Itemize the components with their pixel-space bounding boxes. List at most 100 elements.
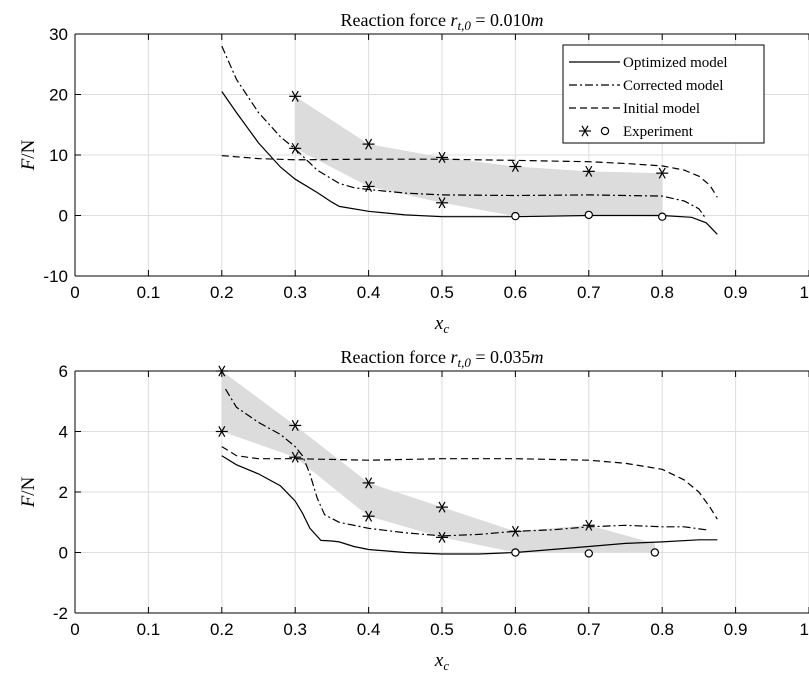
x-tick-label: 0 (70, 283, 79, 302)
star-stroke (218, 425, 226, 438)
y-tick-label: 2 (59, 483, 68, 502)
bottom-chart: 0 0.1 0.2 0.3 0.4 0.5 0.6 0.7 0.8 0.9 1-20246React… (18, 347, 809, 673)
y-tick-label: 6 (59, 362, 68, 381)
title-subscript: t,0 (457, 355, 471, 370)
x-tick-label: 0.9 (724, 283, 748, 302)
title-value: = 0.010 (471, 10, 531, 30)
axes (74, 33, 809, 277)
y-label-symbol: F (18, 158, 39, 171)
experiment-star-marker (436, 151, 448, 163)
title-symbol: r (450, 10, 458, 30)
star-stroke (365, 138, 373, 150)
star-stroke (438, 151, 446, 163)
star-stroke (585, 165, 593, 177)
experiment-star-marker (215, 425, 228, 438)
legend-circle-marker (600, 126, 610, 136)
title-unit: m (531, 347, 544, 367)
star-stroke (365, 180, 373, 192)
experiment-range-band (221, 371, 655, 553)
experiment-circle-marker (658, 212, 667, 221)
series-line-initial-model (221, 155, 718, 198)
x-tick-label: 0.4 (357, 283, 381, 302)
x-tick-label: 0.3 (283, 283, 307, 302)
x-label-symbol: x (434, 650, 444, 671)
x-tick-label: 0.8 (650, 620, 674, 639)
legend-label: Optimized model (623, 55, 728, 71)
title-unit: m (531, 10, 544, 30)
chart-title: Reaction force rt,0 = 0.010m (341, 10, 544, 33)
experiment-star-marker (509, 160, 522, 173)
y-label-unit: /N (18, 476, 39, 495)
star-stroke (365, 477, 373, 489)
experiment-star-marker (509, 525, 522, 537)
experiment-star-marker (582, 165, 595, 177)
x-tick-label: 0.6 (504, 283, 528, 302)
star-stroke (658, 167, 666, 179)
star-stroke (585, 519, 593, 531)
top-chart: 0 0.1 0.2 0.3 0.4 0.5 0.6 0.7 0.8 0.9 1-100102030R… (18, 10, 809, 336)
star-stroke (291, 142, 299, 154)
y-tick-label: 10 (49, 146, 68, 165)
experiment-circle-marker (584, 210, 594, 220)
legend-label: Corrected model (623, 78, 723, 94)
legend-label: Experiment (623, 124, 694, 140)
x-tick-label: 0.1 (137, 620, 161, 639)
x-axis-label: xc (434, 313, 449, 336)
experiment-star-marker (362, 510, 375, 522)
title-text: Reaction force (341, 347, 451, 367)
y-label-symbol: F (18, 495, 39, 508)
title-value: = 0.035 (471, 347, 531, 367)
y-tick-label: 0 (59, 207, 68, 226)
experiment-star-marker (289, 451, 302, 463)
experiment-star-marker (362, 477, 375, 489)
series-line-corrected-model (221, 45, 707, 220)
legend-label: Initial model (623, 101, 700, 117)
x-tick-label: 0.6 (504, 620, 528, 639)
x-axis-label: xc (434, 650, 449, 673)
experiment-star-marker (656, 167, 669, 179)
title-symbol: r (450, 347, 458, 367)
star-stroke (511, 525, 519, 537)
y-tick-label: 30 (49, 25, 68, 44)
experiment-star-marker (582, 519, 595, 531)
star-stroke (291, 419, 299, 431)
y-tick-label: -2 (53, 604, 68, 623)
x-label-symbol: x (434, 313, 444, 334)
experiment-star-marker (436, 531, 448, 543)
y-tick-label: 20 (49, 86, 68, 105)
x-label-subscript: c (443, 321, 449, 336)
x-tick-label: 0.2 (210, 283, 234, 302)
series-line-optimized-model (221, 91, 718, 235)
experiment-star-marker (436, 197, 448, 209)
x-tick-label: 0 (70, 620, 79, 639)
star-stroke (365, 510, 373, 522)
star-stroke (438, 501, 446, 513)
series-line-optimized-model (221, 455, 718, 555)
x-tick-label: 1 (800, 283, 809, 302)
x-tick-label: 0.1 (137, 283, 161, 302)
series-line-initial-model (221, 446, 718, 520)
star-stroke (438, 531, 446, 543)
series-line-corrected-model (224, 388, 707, 537)
x-label-subscript: c (443, 658, 449, 673)
experiment-circle-marker (511, 211, 520, 221)
y-tick-label: 0 (59, 544, 68, 563)
axes (74, 370, 809, 614)
experiment-star-marker (289, 419, 302, 431)
x-tick-label: 0.7 (577, 283, 601, 302)
x-tick-label: 0.8 (650, 283, 674, 302)
experiment-circle-marker (511, 548, 520, 557)
experiment-circle-marker (584, 549, 594, 558)
x-tick-label: 1 (800, 620, 809, 639)
legend: Optimized model Corrected model Initial mo… (562, 44, 765, 144)
y-tick-label: -10 (43, 267, 68, 286)
experiment-star-marker (289, 142, 302, 154)
x-tick-label: 0.2 (210, 620, 234, 639)
x-tick-label: 0.7 (577, 620, 601, 639)
x-tick-label: 0.9 (724, 620, 748, 639)
x-tick-label: 0.4 (357, 620, 381, 639)
star-stroke (438, 197, 446, 209)
y-axis-label: F/N (18, 139, 39, 171)
experiment-star-marker (579, 125, 591, 137)
